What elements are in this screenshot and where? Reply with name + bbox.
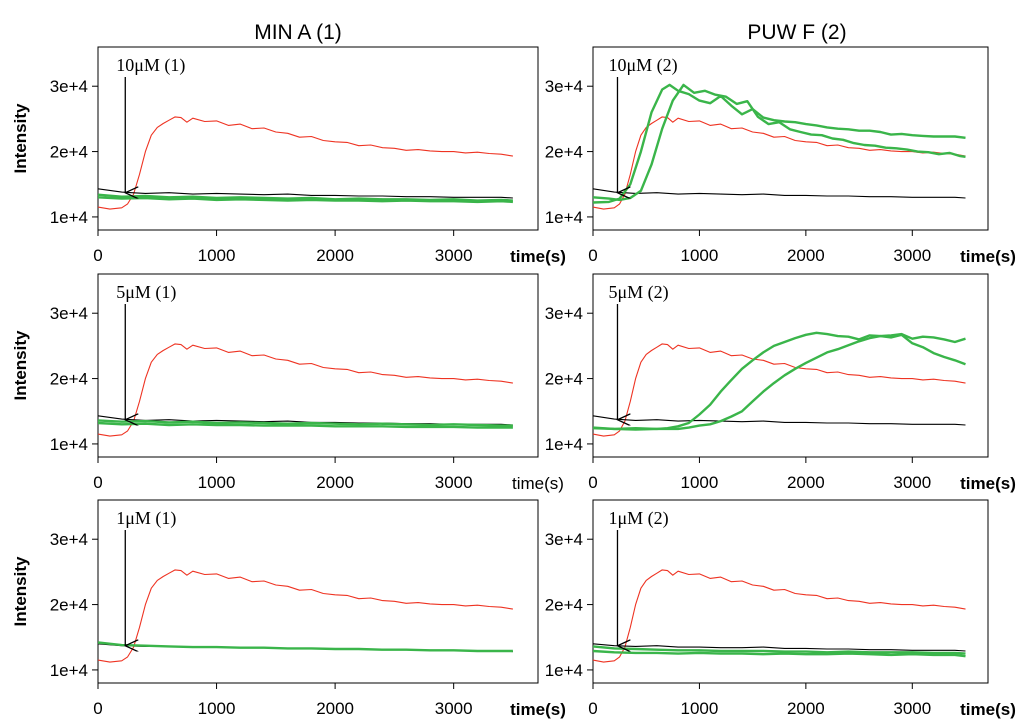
x-tick-label: 3000 [435,699,473,718]
series-line-black [97,188,513,199]
panel-min-10: 1e+4 2e+4 3e+4 0 1000 2000 3000 time(s) Intensit… [11,46,566,266]
plot-frame [592,273,989,458]
plot-frame [97,499,539,684]
x-axis-label: time(s) [960,474,1016,493]
x-tick-label: 0 [588,699,597,718]
series-line-red [592,569,966,663]
series-line-green [97,196,513,204]
series-line-green [592,649,966,658]
y-tick-label: 3e+4 [50,304,88,323]
dose-annotation: 5μM (2) [608,282,668,303]
series-line-black [592,415,966,426]
dose-annotation: 1μM (2) [608,508,668,529]
series-line-red [97,116,513,210]
panel-min-5: 1e+4 2e+4 3e+4 0 1000 2000 3000 time(s) Intensit… [11,273,564,493]
series-line-green [592,83,966,202]
y-tick-label: 3e+4 [50,77,88,96]
series-line-red [592,116,966,210]
x-tick-label: 1000 [198,699,236,718]
y-tick-label: 2e+4 [50,596,88,615]
x-axis-label: time(s) [960,247,1016,266]
x-tick-label: 0 [93,699,102,718]
series-line-green [592,645,966,655]
x-tick-label: 3000 [893,246,931,265]
y-tick-label: 2e+4 [50,143,88,162]
panel-puw-5: 1e+4 2e+4 3e+4 0 1000 2000 3000 time(s) 5μM (2) [545,273,1016,493]
plot-frame [97,273,539,458]
x-tick-label: 3000 [893,699,931,718]
x-axis-label: time(s) [510,247,566,266]
x-tick-label: 1000 [198,473,236,492]
x-tick-label: 0 [588,473,597,492]
x-tick-label: 2000 [787,473,825,492]
y-tick-label: 1e+4 [50,435,88,454]
x-tick-label: 1000 [198,246,236,265]
x-tick-label: 2000 [316,699,354,718]
y-tick-label: 2e+4 [545,370,583,389]
panel-min-1: 1e+4 2e+4 3e+4 0 1000 2000 3000 time(s) Intensit… [11,499,566,719]
y-tick-label: 2e+4 [545,596,583,615]
series-line-red [592,343,966,437]
y-tick-label: 3e+4 [50,530,88,549]
y-tick-label: 2e+4 [545,143,583,162]
plot-frame [97,46,539,231]
x-tick-label: 1000 [681,699,719,718]
series-line-black [592,188,966,199]
y-tick-label: 3e+4 [545,304,583,323]
series-line-green [592,331,966,431]
dose-annotation: 10μM (2) [608,55,677,76]
x-tick-label: 0 [93,246,102,265]
column-title-right: PUW F (2) [747,21,846,44]
x-tick-label: 3000 [435,473,473,492]
series-line-red [97,569,513,663]
x-tick-label: 0 [93,473,102,492]
panel-puw-10: 1e+4 2e+4 3e+4 0 1000 2000 3000 time(s) 10μM (2) [545,46,1016,266]
series-line-green [97,641,513,653]
x-tick-label: 1000 [681,473,719,492]
x-tick-label: 2000 [316,473,354,492]
x-tick-label: 0 [588,246,597,265]
series-line-green [592,83,966,204]
x-tick-label: 3000 [893,473,931,492]
x-axis-label: time(s) [510,700,566,719]
series-line-green [97,193,513,202]
dose-annotation: 10μM (1) [116,55,185,76]
y-tick-label: 3e+4 [545,530,583,549]
y-tick-label: 3e+4 [545,77,583,96]
x-tick-label: 2000 [787,246,825,265]
series-line-black [592,643,966,652]
x-axis-label: time(s) [960,700,1016,719]
dose-annotation: 1μM (1) [116,508,176,529]
x-tick-label: 2000 [787,699,825,718]
y-axis-label: Intensity [11,556,30,626]
y-tick-label: 2e+4 [50,370,88,389]
series-line-red [97,343,513,437]
y-tick-label: 1e+4 [545,661,583,680]
y-tick-label: 1e+4 [545,435,583,454]
series-line-green [97,421,513,429]
y-axis-label: Intensity [11,330,30,400]
plot-frame [592,46,989,231]
x-tick-label: 2000 [316,246,354,265]
x-tick-label: 3000 [435,246,473,265]
y-tick-label: 1e+4 [545,208,583,227]
y-axis-label: Intensity [11,103,30,173]
x-tick-label: 1000 [681,246,719,265]
y-tick-label: 1e+4 [50,661,88,680]
x-axis-label: time(s) [512,474,564,493]
y-tick-label: 1e+4 [50,208,88,227]
series-line-green [592,332,966,431]
plot-frame [592,499,989,684]
series-line-green [97,419,513,427]
dose-annotation: 5μM (1) [116,282,176,303]
column-title-left: MIN A (1) [254,21,342,44]
panel-puw-1: 1e+4 2e+4 3e+4 0 1000 2000 3000 time(s) 1μM (2) [545,499,1016,719]
